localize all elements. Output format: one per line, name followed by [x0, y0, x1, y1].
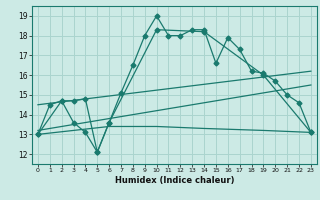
X-axis label: Humidex (Indice chaleur): Humidex (Indice chaleur) — [115, 176, 234, 185]
